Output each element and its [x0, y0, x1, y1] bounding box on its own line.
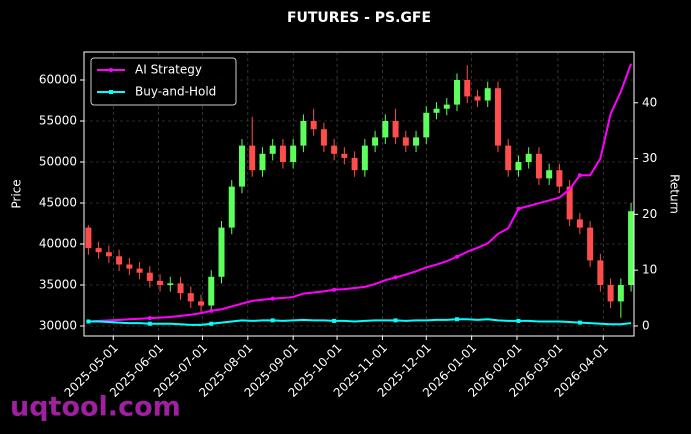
candle-body — [95, 248, 102, 253]
series-marker — [516, 206, 521, 211]
series-line — [88, 63, 633, 323]
candle-body — [566, 186, 573, 220]
y-tick-label: 45000 — [39, 195, 77, 209]
plot-frame — [83, 51, 635, 337]
y2-tick-label: 30 — [642, 151, 657, 165]
series-marker — [270, 296, 275, 301]
candle-body — [505, 145, 512, 171]
candle-body — [105, 252, 112, 257]
candle-body — [279, 145, 286, 163]
series-marker — [516, 318, 521, 323]
candle-body — [525, 153, 532, 163]
series-marker — [577, 320, 582, 325]
candle-body — [392, 121, 399, 138]
candle-body — [228, 186, 235, 228]
candle-body — [617, 284, 624, 302]
series-marker — [393, 318, 398, 323]
series-marker — [147, 321, 152, 326]
candle-body — [116, 256, 123, 265]
candle-body — [320, 129, 327, 146]
candle-body — [443, 104, 450, 109]
series-marker — [86, 319, 91, 324]
series-marker — [147, 316, 152, 321]
series-marker — [455, 317, 460, 322]
y2-tick-label: 10 — [642, 263, 657, 277]
candle-body — [208, 276, 215, 306]
candle-body — [423, 112, 430, 138]
candle-body — [157, 280, 164, 285]
watermark: uqtool.com — [10, 392, 181, 423]
candle-body — [126, 264, 133, 269]
candle-body — [628, 211, 635, 285]
candle-body — [494, 88, 501, 146]
candle-body — [382, 121, 389, 138]
y-tick-label: 35000 — [39, 277, 77, 291]
candle-body — [310, 121, 317, 130]
y2-axis-label: Return — [668, 174, 682, 214]
candle-body — [136, 268, 143, 273]
y-axis-label: Price — [10, 179, 24, 208]
series-marker — [270, 318, 275, 323]
y-tick-label: 55000 — [39, 114, 77, 128]
y2-tick-label: 0 — [642, 318, 650, 332]
candle-body — [146, 272, 153, 281]
candle-body — [269, 145, 276, 154]
candle-body — [576, 219, 583, 228]
candle-body — [607, 284, 614, 302]
legend-label: AI Strategy — [135, 63, 202, 77]
candle-body — [433, 108, 440, 113]
series-marker — [209, 308, 214, 313]
candle-body — [597, 260, 604, 285]
y2-tick-label: 20 — [642, 207, 657, 221]
candle-body — [372, 137, 379, 146]
candle-body — [249, 145, 256, 171]
series-marker — [332, 318, 337, 323]
candle-body — [413, 137, 420, 146]
series-marker — [209, 321, 214, 326]
candle-body — [167, 283, 174, 285]
candle-body — [546, 170, 553, 179]
candle-body — [535, 153, 542, 179]
candle-body — [556, 170, 563, 187]
candle-body — [402, 137, 409, 146]
candle-body — [177, 283, 184, 294]
candle-body — [341, 153, 348, 158]
y2-tick-label: 40 — [642, 95, 657, 109]
y-tick-label: 30000 — [39, 318, 77, 332]
candle-body — [259, 153, 266, 171]
candle-body — [515, 162, 522, 171]
candle-body — [454, 80, 461, 105]
y-tick-label: 60000 — [39, 73, 77, 87]
candle-body — [484, 88, 491, 101]
candle-body — [361, 145, 368, 171]
chart-title: FUTURES - PS.GFE — [287, 10, 431, 26]
candle-body — [218, 227, 225, 277]
series-marker — [393, 275, 398, 280]
series-marker — [455, 254, 460, 259]
series-marker — [332, 287, 337, 292]
y-tick-label: 50000 — [39, 155, 77, 169]
series-line — [88, 318, 632, 326]
candle-body — [187, 293, 194, 302]
legend-marker — [109, 68, 113, 72]
candle-body — [474, 96, 481, 101]
candle-body — [290, 145, 297, 163]
candle-body — [464, 80, 471, 97]
legend-marker — [109, 90, 113, 94]
series-marker — [577, 173, 582, 178]
legend-box — [90, 57, 237, 106]
candle-body — [300, 121, 307, 146]
candle-body — [198, 301, 205, 306]
candle-body — [331, 145, 338, 154]
candle-body — [587, 227, 594, 261]
legend-label: Buy-and-Hold — [135, 85, 216, 99]
candle-body — [238, 145, 245, 187]
y-tick-label: 40000 — [39, 236, 77, 250]
candle-body — [85, 227, 92, 249]
candle-body — [351, 157, 358, 171]
